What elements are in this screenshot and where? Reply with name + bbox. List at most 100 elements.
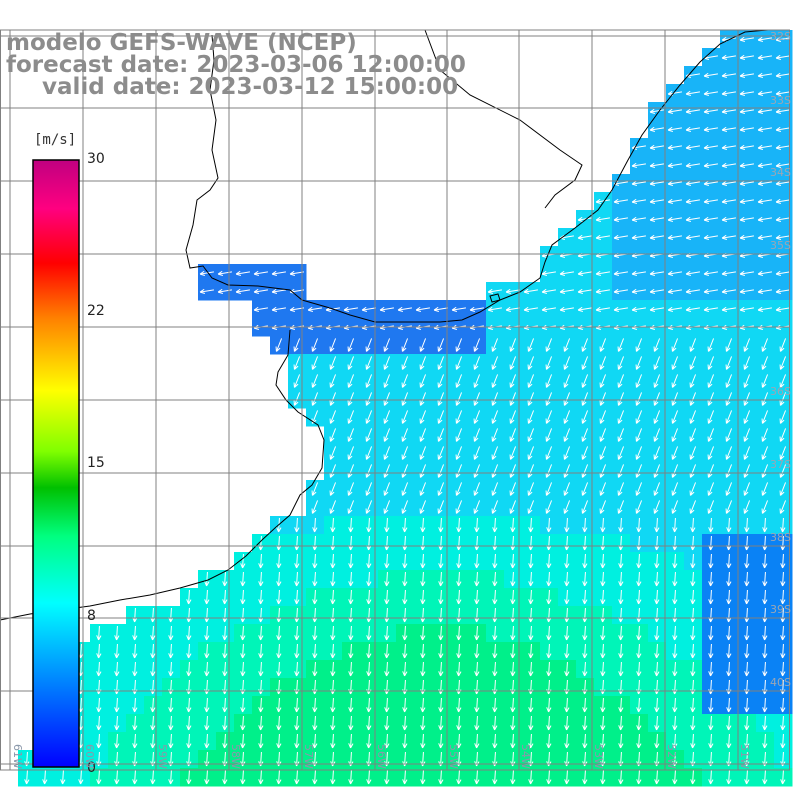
wind-arrow bbox=[577, 288, 592, 295]
wind-arrow bbox=[204, 643, 210, 659]
wind-arrow bbox=[757, 162, 772, 169]
wind-arrow bbox=[546, 679, 552, 695]
wind-arrow bbox=[563, 428, 571, 442]
wind-arrow bbox=[654, 643, 660, 659]
wind-arrow bbox=[689, 482, 697, 496]
wind-arrow bbox=[582, 733, 588, 749]
wind-arrow bbox=[186, 769, 192, 785]
wind-arrow bbox=[510, 679, 516, 695]
wind-arrow bbox=[402, 679, 408, 695]
wind-arrow bbox=[564, 661, 570, 677]
wind-arrow bbox=[311, 356, 319, 370]
wind-arrow bbox=[599, 356, 607, 370]
wind-arrow bbox=[671, 374, 679, 388]
wind-arrow bbox=[653, 482, 661, 496]
wind-arrow bbox=[671, 410, 679, 424]
wind-arrow bbox=[721, 72, 736, 79]
wind-arrow bbox=[600, 733, 606, 749]
wind-arrow bbox=[703, 306, 718, 313]
wind-arrow bbox=[402, 571, 408, 587]
wind-arrow bbox=[703, 126, 718, 133]
wind-arrow bbox=[631, 306, 646, 313]
wind-arrow bbox=[775, 54, 790, 61]
wind-arrow bbox=[600, 679, 606, 695]
wind-arrow bbox=[114, 679, 120, 695]
wind-arrow bbox=[757, 180, 772, 187]
wind-arrow bbox=[222, 715, 228, 731]
wind-arrow bbox=[330, 571, 336, 587]
wind-arrow bbox=[564, 697, 570, 713]
wind-arrow bbox=[581, 392, 589, 406]
wind-arrow bbox=[96, 661, 102, 677]
wind-arrow bbox=[420, 697, 426, 713]
lat-label-36s: 36S bbox=[770, 385, 791, 398]
wind-arrow bbox=[581, 410, 589, 424]
wind-arrow bbox=[559, 306, 574, 313]
wind-arrow bbox=[775, 288, 790, 295]
wind-arrow bbox=[708, 769, 714, 785]
wind-arrow bbox=[438, 589, 444, 605]
wind-arrow bbox=[437, 374, 445, 388]
wind-arrow bbox=[204, 589, 210, 605]
wind-arrow bbox=[563, 410, 571, 424]
wind-arrow bbox=[649, 234, 664, 241]
wind-arrow bbox=[635, 356, 643, 370]
wind-arrow bbox=[527, 482, 535, 496]
wind-arrow bbox=[617, 374, 625, 388]
wind-arrow bbox=[473, 482, 481, 496]
wind-arrow bbox=[689, 392, 697, 406]
wind-arrow bbox=[726, 733, 732, 749]
wind-arrow bbox=[780, 769, 786, 785]
wind-arrow bbox=[743, 374, 751, 388]
wind-arrow bbox=[329, 392, 337, 406]
wind-arrow bbox=[474, 517, 480, 533]
wind-arrow bbox=[743, 482, 751, 496]
wind-arrow bbox=[703, 198, 718, 205]
wind-arrow bbox=[545, 356, 553, 370]
wind-arrow bbox=[491, 482, 499, 496]
wind-arrow bbox=[685, 306, 700, 313]
wind-arrow bbox=[438, 517, 444, 533]
wind-arrow bbox=[294, 697, 300, 713]
wind-arrow bbox=[757, 90, 772, 97]
wind-arrow bbox=[739, 144, 754, 151]
wind-arrow bbox=[474, 643, 480, 659]
colorbar bbox=[32, 159, 80, 768]
wind-arrow bbox=[725, 446, 733, 460]
wind-arrow bbox=[564, 625, 570, 641]
wind-arrow bbox=[402, 769, 408, 785]
wind-arrow bbox=[671, 446, 679, 460]
wind-arrow bbox=[329, 410, 337, 424]
wind-arrow bbox=[312, 625, 318, 641]
wind-arrow bbox=[721, 270, 736, 277]
lon-label-57w: 57W bbox=[302, 744, 315, 769]
wind-arrow bbox=[762, 697, 768, 713]
wind-arrow bbox=[775, 72, 790, 79]
wind-arrow bbox=[617, 338, 625, 352]
wind-arrow bbox=[474, 715, 480, 731]
wind-arrow bbox=[595, 234, 610, 241]
wind-arrow bbox=[491, 374, 499, 388]
wind-arrow bbox=[667, 144, 682, 151]
wind-arrow bbox=[96, 679, 102, 695]
wind-arrow bbox=[744, 661, 750, 677]
wind-arrow bbox=[546, 553, 552, 569]
wind-arrow bbox=[420, 553, 426, 569]
wind-arrow bbox=[330, 733, 336, 749]
wind-arrow bbox=[271, 306, 286, 313]
wind-arrow bbox=[438, 661, 444, 677]
wind-arrow bbox=[523, 306, 538, 313]
wind-arrow bbox=[739, 180, 754, 187]
lon-label-60w: 60W bbox=[83, 744, 96, 769]
wind-arrow bbox=[703, 270, 718, 277]
wind-arrow bbox=[505, 306, 520, 313]
wind-arrow bbox=[258, 679, 264, 695]
wind-arrow bbox=[509, 392, 517, 406]
wind-arrow bbox=[199, 270, 214, 277]
wind-arrow bbox=[671, 428, 679, 442]
wind-arrow bbox=[703, 234, 718, 241]
lat-label-39s: 39S bbox=[770, 603, 791, 616]
wind-arrow bbox=[383, 338, 391, 352]
wind-arrow bbox=[708, 643, 714, 659]
wind-arrow bbox=[618, 661, 624, 677]
